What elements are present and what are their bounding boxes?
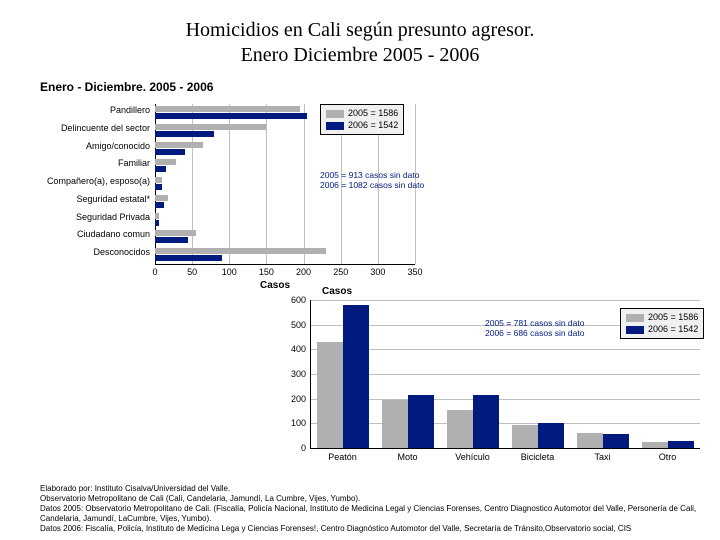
chart-agresor: Enero - Diciembre. 2005 - 2006 Pandiller… — [40, 80, 460, 295]
chart2-bar — [538, 423, 564, 448]
chart2-ytick: 200 — [280, 394, 306, 404]
chart1-category: Amigo/conocido — [40, 141, 150, 151]
title-line-1: Homicidios en Cali según presunto agreso… — [0, 18, 720, 43]
chart1-xtick: 200 — [294, 267, 314, 277]
chart1-bar — [155, 124, 266, 130]
chart1-xtick: 100 — [219, 267, 239, 277]
chart1-category: Desconocidos — [40, 247, 150, 257]
chart1-bar — [155, 248, 326, 254]
chart1-bar — [155, 159, 176, 165]
chart1-category: Pandillero — [40, 105, 150, 115]
chart1-xtick: 0 — [145, 267, 165, 277]
chart-medio: Casos 0100200300400500600 PeatónMotoVehí… — [260, 290, 710, 475]
chart1-bar — [155, 131, 214, 137]
chart2-y-axis-title: Casos — [322, 286, 352, 297]
chart2-category: Peatón — [313, 452, 373, 462]
chart1-bar — [155, 166, 166, 172]
chart2-category: Moto — [378, 452, 438, 462]
legend-2005: 2005 = 1586 — [348, 108, 398, 120]
chart2-category: Bicicleta — [508, 452, 568, 462]
chart2-bar — [512, 425, 538, 448]
chart2-category: Otro — [638, 452, 698, 462]
chart2-legend: 2005 = 1586 2006 = 1542 — [620, 308, 704, 339]
chart1-xtick: 350 — [405, 267, 425, 277]
chart1-category: Seguridad estatal* — [40, 194, 150, 204]
chart2-ytick: 300 — [280, 369, 306, 379]
chart1-bar — [155, 255, 222, 261]
legend2-2006: 2006 = 1542 — [648, 324, 698, 336]
chart2-ytick: 100 — [280, 418, 306, 428]
chart2-bar — [408, 395, 434, 448]
chart1-note: 2005 = 913 casos sin dato 2006 = 1082 ca… — [320, 170, 424, 190]
chart2-bar — [343, 305, 369, 448]
chart1-category: Compañero(a), esposo(a) — [40, 176, 150, 186]
chart1-category: Delincuente del sector — [40, 123, 150, 133]
chart2-bar — [317, 342, 343, 448]
chart2-category: Taxi — [573, 452, 633, 462]
chart2-bar — [603, 434, 629, 448]
chart1-bar — [155, 230, 196, 236]
chart2-ytick: 600 — [280, 295, 306, 305]
chart2-ytick: 400 — [280, 344, 306, 354]
title-line-2: Enero Diciembre 2005 - 2006 — [0, 43, 720, 68]
legend-2006: 2006 = 1542 — [348, 120, 398, 132]
chart1-bar — [155, 177, 162, 183]
chart2-bar — [473, 395, 499, 448]
chart2-bar — [577, 433, 603, 448]
chart2-bar — [382, 400, 408, 448]
chart1-xtick: 50 — [182, 267, 202, 277]
chart2-bar — [668, 441, 694, 448]
chart1-category: Ciudadano comun — [40, 229, 150, 239]
chart1-xtick: 250 — [331, 267, 351, 277]
chart1-xtick: 300 — [368, 267, 388, 277]
chart2-ytick: 500 — [280, 320, 306, 330]
page-title: Homicidios en Cali según presunto agreso… — [0, 0, 720, 68]
chart1-bar — [155, 142, 203, 148]
chart2-bar — [447, 410, 473, 448]
chart1-bar — [155, 220, 159, 226]
chart1-bar — [155, 113, 307, 119]
chart1-bar — [155, 202, 164, 208]
chart1-bar — [155, 237, 188, 243]
chart1-bar — [155, 184, 162, 190]
chart1-category: Seguridad Privada — [40, 212, 150, 222]
chart1-bar — [155, 213, 159, 219]
chart1-subtitle: Enero - Diciembre. 2005 - 2006 — [40, 80, 213, 94]
chart2-ytick: 0 — [280, 443, 306, 453]
chart2-bar — [642, 442, 668, 448]
chart1-xtick: 150 — [256, 267, 276, 277]
legend2-2005: 2005 = 1586 — [648, 312, 698, 324]
chart2-category: Vehículo — [443, 452, 503, 462]
chart1-bar — [155, 195, 168, 201]
chart2-note: 2005 = 781 casos sin dato 2006 = 686 cas… — [485, 318, 584, 338]
chart1-bar — [155, 149, 185, 155]
chart1-category: Familiar — [40, 158, 150, 168]
chart1-bar — [155, 106, 300, 112]
footer-credits: Elaborado por: Instituto Cisalva/Univers… — [40, 484, 710, 534]
chart1-legend: 2005 = 1586 2006 = 1542 — [320, 104, 404, 135]
